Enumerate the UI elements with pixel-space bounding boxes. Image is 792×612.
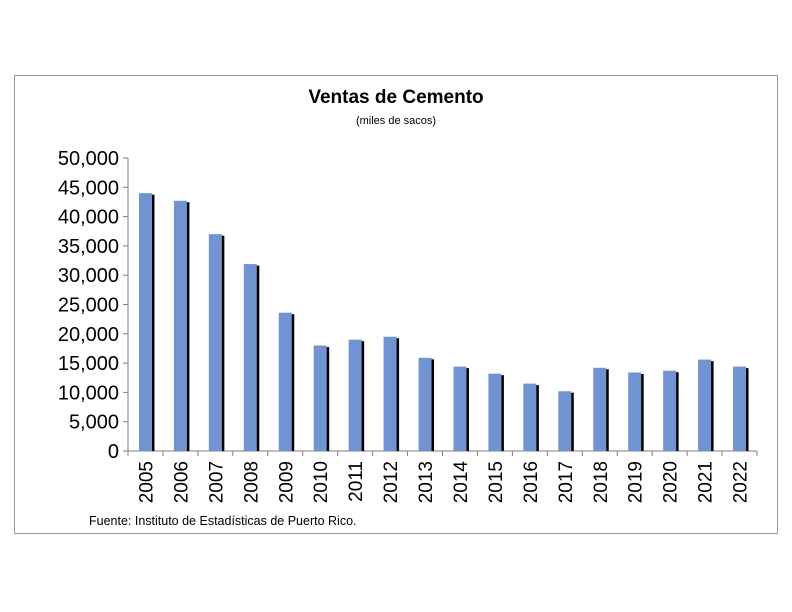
y-tick-label: 40,000: [58, 207, 119, 229]
bar: [313, 345, 327, 451]
x-tick-label: 2007: [206, 461, 227, 503]
x-tick-label: 2016: [521, 461, 542, 503]
x-tick-label: 2008: [241, 461, 262, 503]
x-tick-label: 2009: [276, 461, 297, 503]
bar: [243, 264, 257, 451]
y-tick-label: 45,000: [58, 177, 119, 199]
bar: [383, 336, 397, 451]
x-tick-label: 2017: [556, 461, 577, 503]
bar: [453, 366, 467, 451]
source-note: Fuente: Instituto de Estadísticas de Pue…: [89, 514, 357, 528]
chart-title: Ventas de Cemento: [308, 87, 484, 108]
bar: [348, 339, 362, 451]
x-tick-label: 2015: [486, 461, 507, 503]
y-tick-label: 0: [108, 441, 119, 463]
bar: [733, 366, 747, 451]
y-tick-label: 35,000: [58, 236, 119, 258]
bar: [488, 373, 502, 451]
x-tick-label: 2018: [591, 461, 612, 503]
bar: [278, 312, 292, 451]
bar: [663, 370, 677, 451]
x-tick-label: 2020: [661, 461, 682, 503]
bar: [558, 391, 572, 451]
x-tick-label: 2005: [136, 461, 157, 503]
x-tick-label: 2014: [451, 461, 472, 504]
bar: [628, 372, 642, 451]
x-tick-label: 2019: [626, 461, 647, 503]
bar: [593, 367, 607, 451]
x-tick-label: 2021: [696, 461, 717, 503]
y-tick-label: 5,000: [69, 412, 119, 434]
y-tick-label: 30,000: [58, 265, 119, 287]
x-tick-label: 2006: [171, 461, 192, 503]
y-tick-label: 15,000: [58, 353, 119, 375]
bar: [698, 359, 712, 451]
bar: [173, 200, 187, 451]
y-tick-label: 10,000: [58, 382, 119, 404]
y-tick-label: 20,000: [58, 324, 119, 346]
bar: [138, 193, 152, 451]
x-tick-label: 2010: [311, 461, 332, 503]
y-tick-label: 50,000: [58, 148, 119, 170]
x-tick-label: 2013: [416, 461, 437, 503]
chart-frame: [14, 75, 778, 534]
x-tick-label: 2022: [731, 461, 752, 503]
chart-subtitle: (miles de sacos): [355, 115, 437, 127]
bar: [208, 234, 222, 451]
x-tick-label: 2012: [381, 461, 402, 503]
bar: [418, 357, 432, 451]
y-tick-label: 25,000: [58, 295, 119, 317]
bar: [523, 383, 537, 451]
x-tick-label: 2011: [346, 461, 367, 502]
